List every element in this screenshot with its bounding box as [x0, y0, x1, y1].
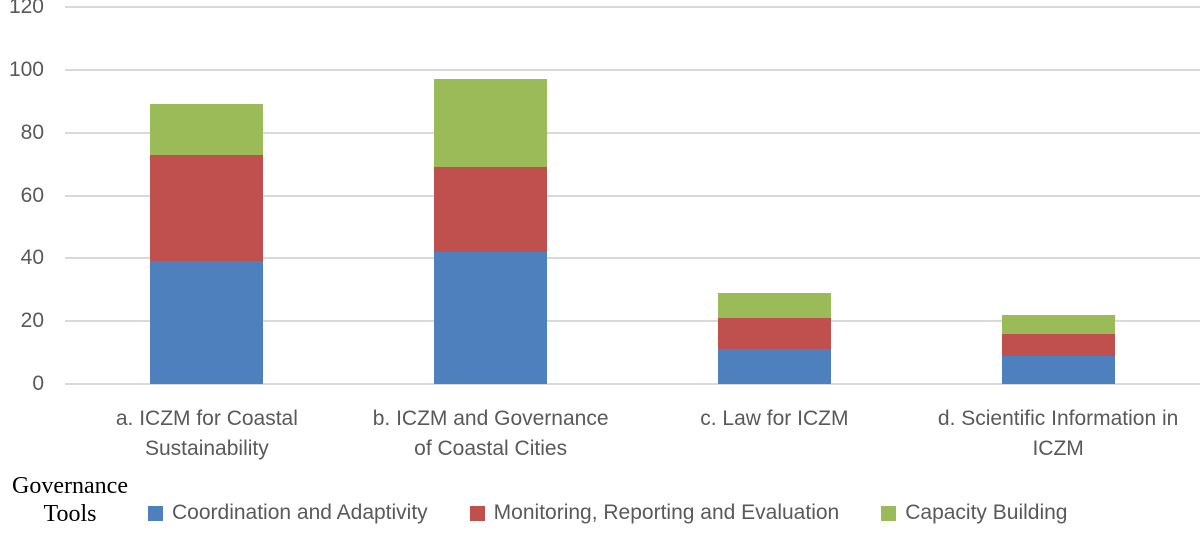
bar-segment-a: [150, 104, 264, 155]
gridline-40: [65, 257, 1200, 260]
y-tick-label-60: 60: [20, 183, 44, 207]
y-tick-label-100: 100: [8, 57, 44, 81]
legend: Coordination and Adaptivity Monitoring, R…: [148, 501, 1067, 525]
category-label-line: a. ICZM for Coastal: [115, 407, 298, 430]
bar-segment-b: [434, 252, 548, 384]
stacked-bar-b: [434, 79, 548, 384]
bar-segment-d: [1001, 333, 1115, 356]
y-tick-label-120: 120: [8, 0, 44, 18]
bar-segment-c: [717, 318, 831, 350]
bar-segment-b: [434, 79, 548, 168]
bar-segment-d: [1001, 314, 1115, 334]
legend-label: Coordination and Adaptivity: [172, 501, 428, 524]
legend-axis-title-line1: Governance: [12, 473, 128, 499]
stacked-bar-a: [150, 104, 264, 384]
y-tick-label-40: 40: [20, 246, 44, 270]
category-label-a: a. ICZM for Coastal Sustainability: [65, 404, 349, 464]
legend-axis-title-line2: Tools: [43, 501, 97, 527]
bar-segment-c: [717, 349, 831, 384]
legend-item: Capacity Building: [881, 501, 1067, 525]
legend-item: Monitoring, Reporting and Evaluation: [469, 501, 840, 525]
bar-segment-a: [150, 154, 264, 262]
category-label-line: ICZM: [1032, 437, 1084, 460]
stacked-bar-d: [1001, 314, 1115, 384]
gridline-20: [65, 320, 1200, 323]
legend-label: Capacity Building: [905, 501, 1068, 524]
category-label-c: c. Law for ICZM: [633, 404, 917, 434]
category-label-b: b. ICZM and Governance of Coastal Cities: [349, 404, 633, 464]
stacked-bar-c: [717, 292, 831, 384]
legend-swatch: [148, 505, 163, 521]
y-tick-label-80: 80: [20, 120, 44, 144]
gridline-80: [65, 131, 1200, 134]
gridline-0: [65, 383, 1200, 385]
legend-label: Monitoring, Reporting and Evaluation: [493, 501, 840, 524]
bar-segment-d: [1001, 355, 1115, 384]
category-label-line: Sustainability: [145, 437, 269, 460]
legend-swatch: [881, 505, 897, 521]
category-label-line: b. ICZM and Governance: [372, 407, 609, 430]
bar-segment-b: [434, 167, 548, 253]
category-label-d: d. Scientific Information in ICZM: [916, 404, 1200, 464]
gridline-120: [65, 6, 1200, 8]
category-label-line: of Coastal Cities: [414, 437, 568, 460]
category-label-line: c. Law for ICZM: [700, 407, 849, 430]
legend-item: Coordination and Adaptivity: [148, 501, 428, 525]
y-tick-label-20: 20: [20, 309, 44, 333]
gridline-60: [65, 194, 1200, 197]
legend-axis-title: Governance Tools: [0, 472, 140, 528]
legend-swatch: [469, 505, 485, 521]
category-label-line: d. Scientific Information in: [937, 407, 1179, 430]
bar-segment-a: [150, 261, 264, 384]
bar-segment-c: [717, 292, 831, 319]
gridline-100: [65, 68, 1200, 71]
y-tick-label-0: 0: [32, 372, 44, 395]
